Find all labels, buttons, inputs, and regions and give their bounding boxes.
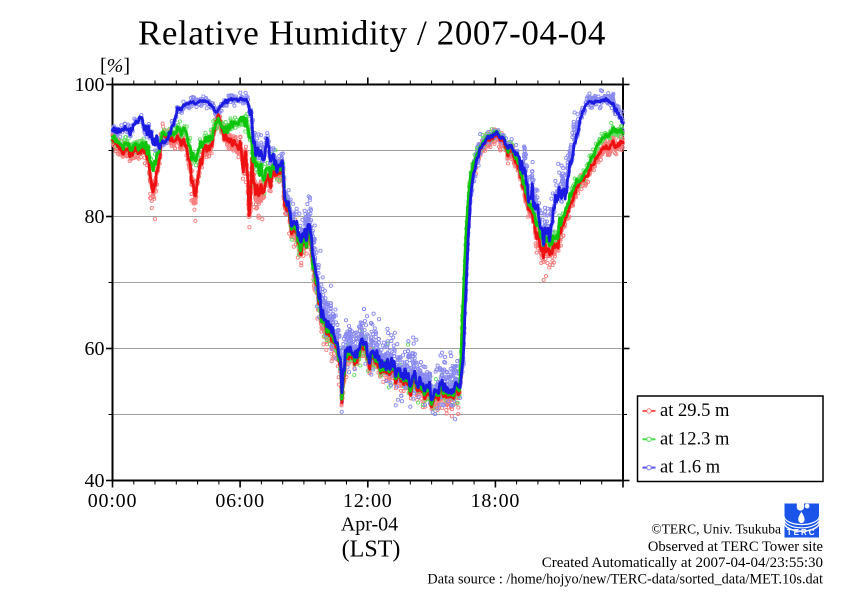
svg-text:40: 40 [85, 470, 105, 492]
svg-text:06:00: 06:00 [215, 490, 265, 512]
svg-text:Apr-04: Apr-04 [341, 514, 398, 536]
svg-text:(LST): (LST) [342, 537, 401, 563]
svg-text:100: 100 [75, 74, 105, 96]
svg-text:18:00: 18:00 [471, 490, 521, 512]
svg-text:[%]: [%] [100, 55, 130, 77]
svg-text:80: 80 [85, 206, 105, 228]
svg-text:Relative Humidity / 2007-04-04: Relative Humidity / 2007-04-04 [138, 14, 606, 53]
svg-text:60: 60 [85, 338, 105, 360]
svg-text:00:00: 00:00 [88, 490, 138, 512]
svg-text:12:00: 12:00 [343, 490, 393, 512]
